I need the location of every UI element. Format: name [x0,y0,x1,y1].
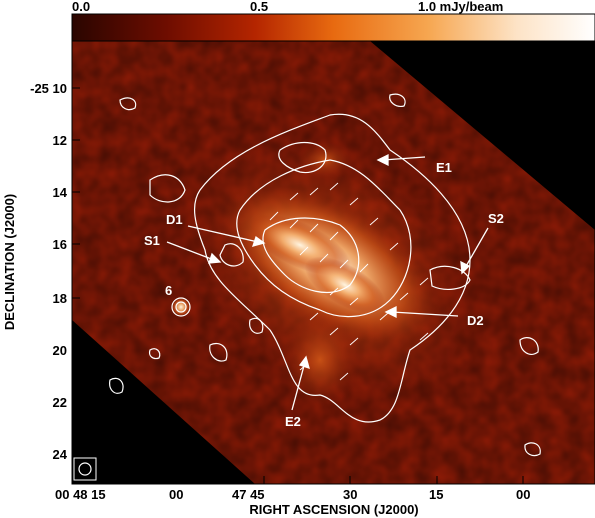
label-e1: E1 [436,160,452,175]
y-tick-5: 20 [53,343,67,358]
label-s1: S1 [144,233,160,248]
plot-frame [71,40,595,485]
label-d2: D2 [467,313,484,328]
contour-outer [194,113,471,423]
x-tick-labels: 00 48 15 00 47 45 30 15 00 [55,487,530,502]
y-tick-labels: -25 10 12 14 16 18 20 22 24 [30,81,68,462]
y-tick-0: -25 10 [30,81,67,96]
colorbar-tick-1: 0.5 [250,0,268,14]
label-source-6: 6 [165,283,172,298]
contour-s1 [219,243,244,267]
contour-west [149,174,186,203]
x-tick-0: 00 48 15 [55,487,106,502]
contour-small-1 [119,97,137,111]
contour-small-6 [524,442,541,457]
contour-small-3 [249,317,264,334]
contour-inner [262,217,360,294]
contour-source-6-a [171,297,191,317]
contours [109,93,541,457]
colorbar-tick-0: 0.0 [72,0,90,14]
contour-small-7 [109,377,124,394]
annotation-arrows [166,153,489,411]
contour-north [278,141,327,174]
axis-ticks [71,87,524,484]
x-axis-label: RIGHT ASCENSION (J2000) [249,502,418,517]
y-tick-6: 22 [53,395,67,410]
x-tick-2: 47 45 [232,487,265,502]
south-emission [280,310,360,410]
contour-small-5 [519,337,539,355]
colorbar-tick-2: 1.0 mJy/beam [418,0,503,14]
contour-mid [236,159,412,318]
x-tick-4: 15 [429,487,443,502]
y-tick-2: 14 [53,185,68,200]
contour-small-8 [148,348,161,360]
beam-box [73,457,97,481]
colorbar-gradient [71,13,595,42]
contour-small-2 [389,93,406,107]
y-tick-7: 24 [53,447,68,462]
polarization-vectors [269,182,429,381]
y-tick-3: 16 [53,237,67,252]
y-tick-1: 12 [53,133,67,148]
y-axis-label: DECLINATION (J2000) [2,194,17,330]
label-e2: E2 [285,414,301,429]
x-tick-3: 30 [343,487,357,502]
mask-bottom-left [72,320,255,484]
contour-source-6-b [175,301,187,313]
bright-knot-2 [304,256,386,314]
mask-top-right [370,41,595,230]
x-tick-5: 00 [516,487,530,502]
x-tick-1: 00 [169,487,183,502]
label-s2: S2 [488,211,504,226]
image-panel: E1 D1 S1 S2 D2 E2 6 [72,41,595,484]
contour-small-4 [209,342,228,362]
y-tick-4: 18 [53,291,67,306]
label-d1: D1 [166,212,183,227]
contour-s2 [429,265,471,290]
source-6-blob [171,297,191,317]
colorbar: 0.0 0.5 1.0 mJy/beam [71,0,595,42]
beam-ellipse [78,462,92,476]
